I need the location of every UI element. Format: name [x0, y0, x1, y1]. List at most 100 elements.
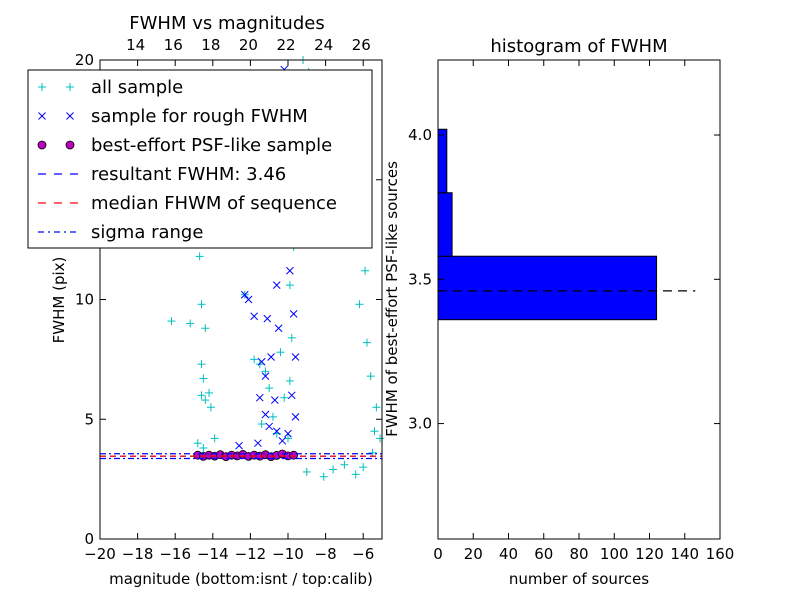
x-tick-label: 0 — [433, 545, 443, 563]
y-tick-label: 3.0 — [408, 415, 432, 433]
x-tick-label: 80 — [569, 545, 588, 563]
all-sample-point — [268, 412, 277, 421]
legend-entry: median FHWM of sequence — [38, 193, 337, 214]
scatter-title: FWHM vs magnitudes — [129, 13, 324, 34]
reference-lines-layer — [100, 453, 382, 460]
top-x-tick-label: 24 — [314, 36, 333, 54]
y-tick-label: 3.5 — [408, 270, 432, 288]
legend-marker — [66, 83, 74, 91]
all-sample-point — [366, 372, 375, 381]
all-sample-point — [359, 463, 368, 472]
rough-fwhm-point — [240, 290, 249, 299]
x-tick-label: 60 — [534, 545, 553, 563]
legend-label: all sample — [91, 77, 183, 98]
histogram-bar — [437, 128, 448, 194]
all-sample-point — [319, 472, 328, 481]
all-sample-point — [376, 434, 385, 443]
all-sample-point — [206, 403, 215, 412]
rough-fwhm-point — [278, 436, 287, 445]
all-sample-point — [285, 376, 294, 385]
rough-fwhm-point — [289, 310, 298, 318]
rough-fwhm-point — [265, 422, 274, 431]
x-tick-label: 160 — [706, 545, 735, 563]
legend-entry: sample for rough FWHM — [38, 106, 308, 127]
histogram-title: histogram of FWHM — [490, 36, 667, 57]
all-sample-point — [167, 317, 176, 326]
legend-entry: resultant FWHM: 3.46 — [38, 164, 286, 185]
x-tick-label: −12 — [235, 545, 267, 563]
y-tick-label: 4.0 — [408, 126, 432, 144]
rough-fwhm-point — [287, 391, 296, 400]
histogram-bar — [437, 192, 453, 257]
scatter-top-ticks: 14 16 18 20 22 24 26 — [126, 36, 371, 54]
top-x-tick-label: 22 — [276, 36, 295, 54]
top-x-tick-label: 20 — [239, 36, 258, 54]
all-sample-point — [197, 300, 206, 309]
all-sample-point — [285, 281, 294, 290]
top-x-tick-label: 18 — [201, 36, 220, 54]
all-sample-point — [201, 324, 210, 333]
histogram-x-axis-label: number of sources — [509, 570, 649, 588]
rough-fwhm-point — [235, 441, 243, 450]
rough-fwhm-point — [261, 372, 270, 380]
rough-fwhm-point — [261, 410, 270, 419]
rough-fwhm-point — [250, 312, 259, 321]
rough-fwhm-point — [291, 413, 300, 421]
all-sample-point — [276, 348, 285, 357]
all-sample-point — [361, 266, 370, 275]
x-tick-label: 100 — [600, 545, 629, 563]
all-sample-point — [199, 374, 208, 383]
legend-box — [27, 69, 373, 249]
rough-fwhm-point — [267, 353, 275, 361]
top-x-tick-label: 16 — [164, 36, 183, 54]
all-sample-point — [193, 439, 202, 448]
rough-fwhm-point — [272, 427, 281, 436]
y-tick-label: 10 — [75, 291, 94, 309]
x-tick-label: −16 — [159, 545, 191, 563]
legend-marker — [65, 140, 75, 150]
histogram-bar — [437, 255, 658, 321]
top-x-tick-label: 14 — [126, 36, 145, 54]
rough-fwhm-point — [255, 393, 264, 402]
legend-marker — [38, 112, 46, 120]
legend-marker — [38, 83, 46, 91]
all-sample-point — [199, 443, 208, 452]
all-sample-point — [197, 391, 206, 400]
y-tick-label: 0 — [84, 530, 94, 548]
all-sample-point — [370, 427, 379, 436]
all-sample-point — [186, 319, 195, 328]
all-sample-point — [201, 396, 210, 405]
x-tick-label: −18 — [122, 545, 154, 563]
all-sample-point — [372, 403, 381, 412]
rough-fwhm-point — [272, 281, 281, 289]
all-sample-point — [368, 448, 377, 457]
scatter-y-axis-label: FWHM (pix) — [50, 257, 68, 344]
all-sample-point — [329, 465, 338, 474]
histogram-panel: 0 20 40 60 80 100 120 140 160 3.0 3.5 4.0 histogra… — [383, 36, 734, 588]
all-sample-point — [257, 420, 266, 429]
all-sample-point — [265, 384, 274, 393]
rough-fwhm-point — [254, 439, 262, 448]
legend-label: resultant FWHM: 3.46 — [91, 164, 286, 185]
legend-label: best-effort PSF-like sample — [91, 135, 332, 156]
rough-fwhm-point — [270, 396, 279, 404]
all-sample-point — [210, 434, 219, 443]
legend-marker — [66, 112, 74, 120]
all-sample-point — [205, 388, 214, 397]
all-sample-point — [195, 252, 204, 261]
legend-label: sigma range — [91, 222, 203, 243]
histogram-bars — [437, 128, 658, 321]
legend-entry: best-effort PSF-like sample — [37, 135, 332, 156]
scatter-x-axis-label: magnitude (bottom:isnt / top:calib) — [109, 570, 373, 588]
all-sample-point — [302, 467, 311, 476]
x-tick-label: 140 — [670, 545, 699, 563]
legend-entry: sigma range — [38, 222, 203, 243]
x-tick-label: 40 — [499, 545, 518, 563]
histogram-y-axis-label: FWHM of best-effort PSF-like sources — [383, 161, 401, 437]
legend-entry: all sample — [38, 77, 183, 98]
all-sample-point — [261, 367, 270, 376]
rough-fwhm-point — [263, 314, 272, 323]
all-sample-point — [362, 338, 371, 347]
top-x-tick-label: 26 — [352, 36, 371, 54]
